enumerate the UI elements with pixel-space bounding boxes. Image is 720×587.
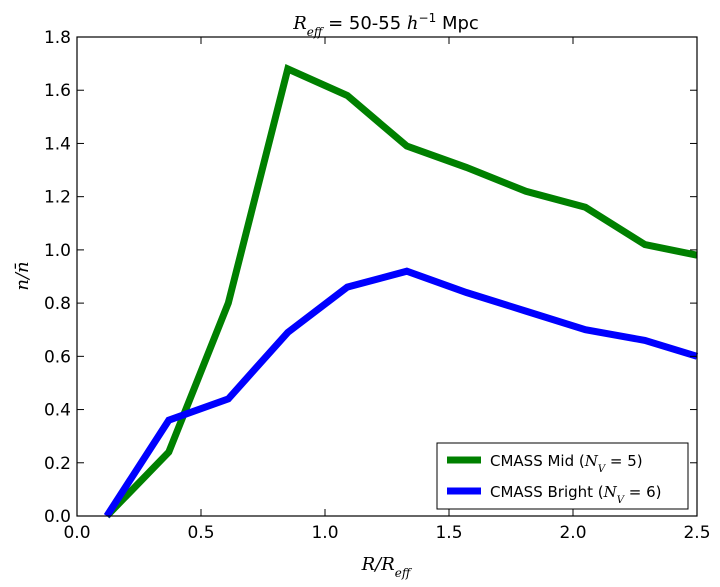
y-axis-label: n/n̄ <box>12 261 33 290</box>
series-layer <box>103 64 699 519</box>
y-tick-label: 0.0 <box>44 507 71 527</box>
x-tick-label: 0.5 <box>187 523 214 543</box>
y-tick-label: 0.6 <box>44 347 71 367</box>
tick-marks-layer <box>76 36 698 517</box>
legend-label-cmass-mid: CMASS Mid (NV = 5) <box>490 452 643 475</box>
y-tick-label: 0.4 <box>44 401 71 421</box>
x-axis-label: R/Reff <box>361 554 413 580</box>
y-tick-label: 0.2 <box>44 454 71 474</box>
x-tick-label: 2.0 <box>559 523 586 543</box>
y-tick-label: 1.8 <box>44 28 71 48</box>
x-tick-label: 2.5 <box>683 523 710 543</box>
tick-labels-layer: 0.0 0.5 1.0 1.5 2.0 2.5 0.0 0.2 0.4 0.6 0.8 1.0 1.2 1… <box>44 28 711 543</box>
chart-title: Reff = 50-55 h−1 Mpc <box>292 11 479 39</box>
legend: CMASS Mid (NV = 5) CMASS Bright (NV = 6) <box>436 442 689 510</box>
plot-frame <box>76 36 698 517</box>
y-tick-label: 0.8 <box>44 294 71 314</box>
legend-label-cmass-bright: CMASS Bright (NV = 6) <box>490 483 662 506</box>
series-line-cmass-bright <box>103 267 699 518</box>
x-tick-label: 0.0 <box>63 523 90 543</box>
y-tick-label: 1.2 <box>44 188 71 208</box>
legend-box <box>436 442 689 510</box>
x-tick-label: 1.5 <box>435 523 462 543</box>
series-line-cmass-mid <box>104 64 698 519</box>
y-tick-label: 1.4 <box>44 134 71 154</box>
x-tick-label: 1.0 <box>311 523 338 543</box>
y-tick-label: 1.6 <box>44 81 71 101</box>
y-tick-label: 1.0 <box>44 241 71 261</box>
